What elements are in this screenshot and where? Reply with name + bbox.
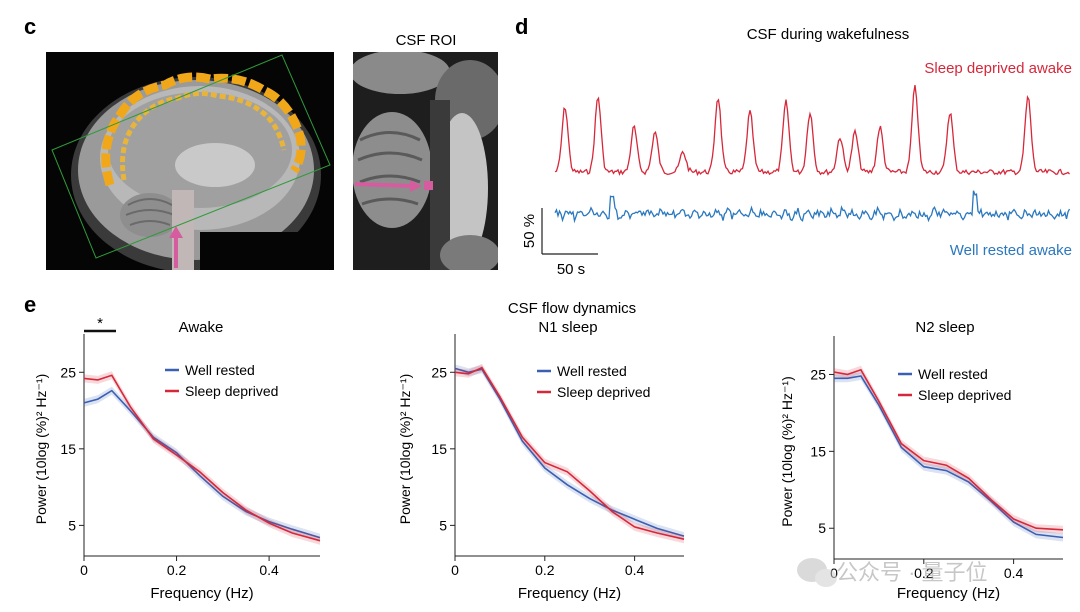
- y-tick-label: 25: [60, 364, 76, 380]
- legend-label: Well rested: [557, 363, 627, 379]
- series-line: [833, 368, 1064, 531]
- series-line: [83, 389, 321, 539]
- panel-e-overall-title: CSF flow dynamics: [508, 300, 636, 317]
- chart-title: N1 sleep: [538, 319, 597, 336]
- watermark: 公众号 · 量子位: [797, 558, 988, 587]
- series-line: [83, 374, 321, 542]
- legend-label: Sleep deprived: [557, 384, 650, 400]
- x-tick-label: 0.2: [535, 562, 555, 578]
- chart-awake: 5 15 25 0 0.2 0.4 Awake Frequency (Hz) Power (10…: [33, 319, 321, 602]
- y-tick-label: 15: [810, 443, 826, 459]
- x-axis-label: Frequency (Hz): [518, 585, 621, 602]
- y-axis-label: Power (10log (%)² Hz⁻¹): [779, 376, 795, 527]
- mri-roi-zoom-image: [353, 52, 498, 270]
- x-tick-label: 0.2: [167, 562, 187, 578]
- x-tick-label: 0.4: [1004, 565, 1024, 581]
- well-rested-trace: [554, 190, 1071, 224]
- y-axis-label: Power (10log (%)² Hz⁻¹): [33, 374, 49, 525]
- scale-bar: [541, 208, 598, 255]
- x-axis-label: Frequency (Hz): [150, 585, 253, 602]
- x-axis-label: Frequency (Hz): [897, 585, 1000, 602]
- series-line: [454, 367, 685, 537]
- mri-sagittal-image: [46, 52, 334, 270]
- panel-d-letter: d: [515, 14, 528, 39]
- x-tick-label: 0.4: [625, 562, 645, 578]
- x-tick-label: 0: [80, 562, 88, 578]
- y-tick-label: 5: [818, 520, 826, 536]
- series-line: [834, 375, 1064, 539]
- x-tick-label: 0: [451, 562, 459, 578]
- series-band: [84, 386, 320, 542]
- scale-bar-y-label: 50 %: [521, 214, 538, 248]
- legend-label: Sleep deprived: [185, 383, 278, 399]
- y-axis-label: Power (10log (%)² Hz⁻¹): [397, 374, 413, 525]
- y-tick-label: 25: [431, 364, 447, 380]
- x-tick-label: 0.4: [259, 562, 279, 578]
- sleep-deprived-trace: [554, 84, 1070, 177]
- chart-n1-sleep: 5 15 25 0 0.2 0.4 N1 sleep Frequency (Hz) Power …: [397, 319, 685, 602]
- legend-label: Well rested: [185, 362, 255, 378]
- csf-roi-title: CSF ROI: [396, 32, 457, 49]
- x-tick-label: 0.2: [914, 565, 934, 581]
- legend-label: Sleep deprived: [918, 387, 1011, 403]
- sleep-deprived-awake-label: Sleep deprived awake: [924, 60, 1072, 77]
- series-line: [454, 366, 685, 540]
- panel-c-letter: c: [24, 14, 36, 39]
- legend-label: Well rested: [918, 366, 988, 382]
- y-tick-label: 15: [60, 441, 76, 457]
- significance-marker: *: [97, 315, 103, 332]
- chart-title: Awake: [179, 319, 224, 336]
- scale-bar-x-label: 50 s: [557, 261, 585, 278]
- panel-d-title: CSF during wakefulness: [747, 26, 910, 43]
- y-tick-label: 25: [810, 366, 826, 382]
- y-tick-label: 5: [68, 517, 76, 533]
- y-tick-label: 15: [431, 441, 447, 457]
- chart-title: N2 sleep: [915, 319, 974, 336]
- watermark-text: 公众号 · 量子位: [836, 560, 988, 585]
- well-rested-awake-label: Well rested awake: [950, 242, 1072, 259]
- y-tick-label: 5: [439, 517, 447, 533]
- panel-e-letter: e: [24, 292, 36, 317]
